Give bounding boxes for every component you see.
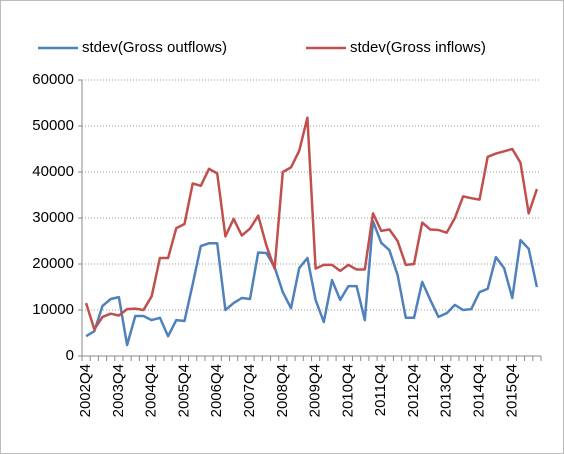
y-tick-label: 50000: [32, 117, 74, 134]
y-tick-label: 20000: [32, 255, 74, 272]
series-line: [84, 116, 539, 331]
legend-label: stdev(Gross inflows): [350, 39, 486, 56]
legend-label: stdev(Gross outflows): [82, 39, 227, 56]
x-tick-label: 2009Q4: [307, 364, 324, 417]
x-tick-label: 2006Q4: [208, 364, 225, 417]
x-tick-label: 2011Q4: [372, 364, 389, 416]
x-tick-label: 2010Q4: [339, 364, 356, 417]
y-tick-label: 0: [66, 347, 74, 364]
x-tick-label: 2015Q4: [503, 364, 520, 417]
x-tick-label: 2013Q4: [438, 364, 455, 417]
y-tick-label: 60000: [32, 71, 74, 88]
y-tick-label: 40000: [32, 163, 74, 180]
x-tick-label: 2003Q4: [110, 364, 127, 417]
y-tick-label: 30000: [32, 209, 74, 226]
x-tick-label: 2005Q4: [175, 364, 192, 417]
series-line: [85, 219, 539, 347]
x-tick-label: 2002Q4: [77, 364, 94, 417]
x-tick-label: 2008Q4: [274, 364, 291, 417]
y-tick-label: 10000: [32, 301, 74, 318]
x-tick-label: 2007Q4: [241, 364, 258, 417]
x-tick-label: 2012Q4: [405, 364, 422, 417]
x-tick-label: 2004Q4: [143, 364, 160, 417]
x-tick-label: 2014Q4: [470, 364, 487, 417]
